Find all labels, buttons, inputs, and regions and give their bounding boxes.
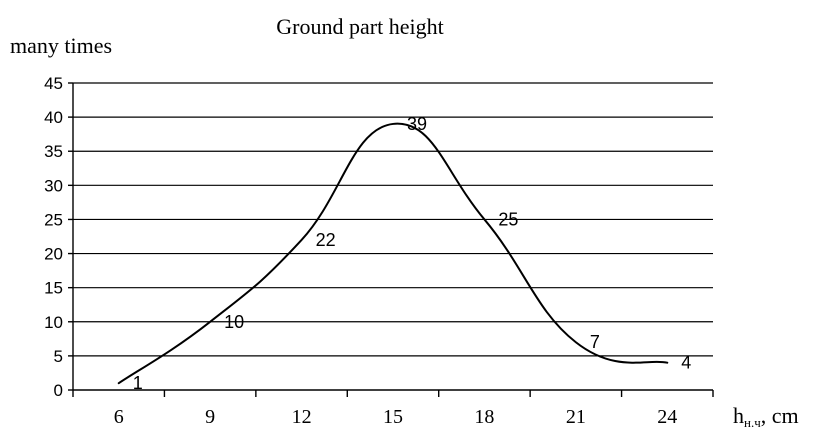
data-label: 7 — [590, 332, 600, 352]
x-axis-label: hн.ч, cm — [733, 403, 799, 430]
x-tick-label: 18 — [474, 406, 494, 428]
data-label: 25 — [498, 209, 518, 229]
y-tick-label: 0 — [54, 381, 63, 400]
y-tick-label: 35 — [44, 142, 63, 161]
x-tick-label: 24 — [657, 406, 677, 428]
y-tick-label: 25 — [44, 210, 63, 229]
gridlines — [73, 82, 713, 357]
y-tick-label: 10 — [44, 313, 63, 332]
data-label: 4 — [681, 353, 691, 373]
x-tick-label: 15 — [383, 406, 403, 428]
x-tick-label: 12 — [292, 406, 312, 428]
y-tick-label: 30 — [44, 176, 63, 195]
y-tick-label: 45 — [44, 74, 63, 93]
x-axis-label-main: h — [733, 403, 744, 428]
x-tick-labels: 6 9 12 15 18 21 24 — [72, 390, 714, 428]
chart-title: Ground part height — [276, 14, 443, 39]
x-axis-label-subscript: н.ч — [744, 415, 761, 430]
series-line — [117, 122, 669, 385]
x-tick-label: 6 — [114, 406, 124, 428]
y-tick-label: 20 — [44, 245, 63, 264]
data-label: 10 — [224, 312, 244, 332]
y-tick-label: 40 — [44, 108, 63, 127]
data-label: 22 — [316, 230, 336, 250]
x-tick-label: 21 — [566, 406, 586, 428]
data-label: 39 — [407, 114, 427, 134]
y-tick-labels: 0 5 10 15 20 25 30 35 40 45 — [44, 74, 73, 400]
y-tick-label: 5 — [54, 347, 63, 366]
x-axis-label-unit: , cm — [761, 403, 799, 428]
y-tick-label: 15 — [44, 279, 63, 298]
data-label: 1 — [133, 373, 143, 393]
x-tick-label: 9 — [205, 406, 215, 428]
axes — [72, 83, 713, 391]
data-labels: 1 10 22 39 25 7 4 — [133, 114, 692, 393]
y-axis-label: many times — [10, 33, 112, 58]
